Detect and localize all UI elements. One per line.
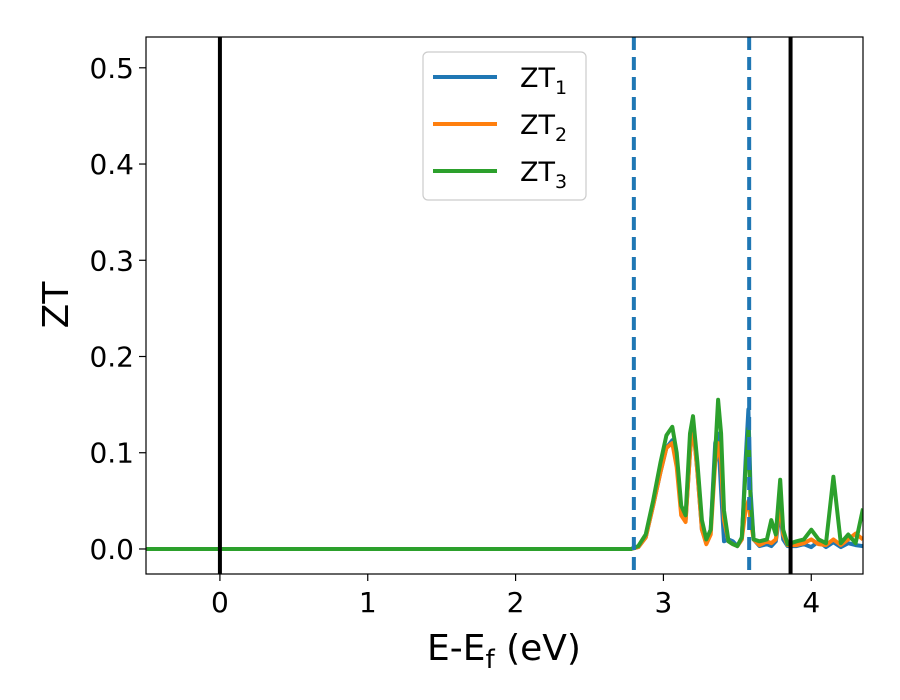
x-tick-label: 3 bbox=[655, 586, 673, 619]
legend-box bbox=[422, 51, 587, 201]
x-tick-label: 0 bbox=[211, 586, 229, 619]
series-line-2 bbox=[146, 421, 863, 551]
legend-label-1: ZT1 bbox=[520, 63, 567, 99]
x-tick-label: 4 bbox=[802, 586, 820, 619]
y-tick-label: 0.4 bbox=[89, 148, 134, 181]
legend-label-3: ZT3 bbox=[520, 157, 567, 193]
series-line-1 bbox=[146, 407, 863, 551]
y-tick-label: 0.1 bbox=[89, 437, 134, 470]
legend: ZT1 ZT2 ZT3 bbox=[422, 51, 587, 201]
axis-ticks: 0 1 2 3 4 0.0 0.1 0.2 0.3 0.4 0.5 bbox=[89, 52, 820, 619]
plot-area bbox=[146, 37, 863, 574]
y-tick-label: 0.0 bbox=[89, 533, 134, 566]
y-tick-label: 0.2 bbox=[89, 341, 134, 374]
legend-label-2: ZT2 bbox=[520, 110, 567, 146]
y-tick-label: 0.5 bbox=[89, 52, 134, 85]
plot-frame bbox=[145, 36, 864, 575]
x-tick-label: 2 bbox=[507, 586, 525, 619]
series-line-3 bbox=[146, 397, 863, 551]
y-axis-title: ZT bbox=[36, 281, 77, 329]
x-tick-label: 1 bbox=[359, 586, 377, 619]
y-tick-label: 0.3 bbox=[89, 244, 134, 277]
x-axis-title: E-Ef (eV) bbox=[427, 628, 581, 675]
